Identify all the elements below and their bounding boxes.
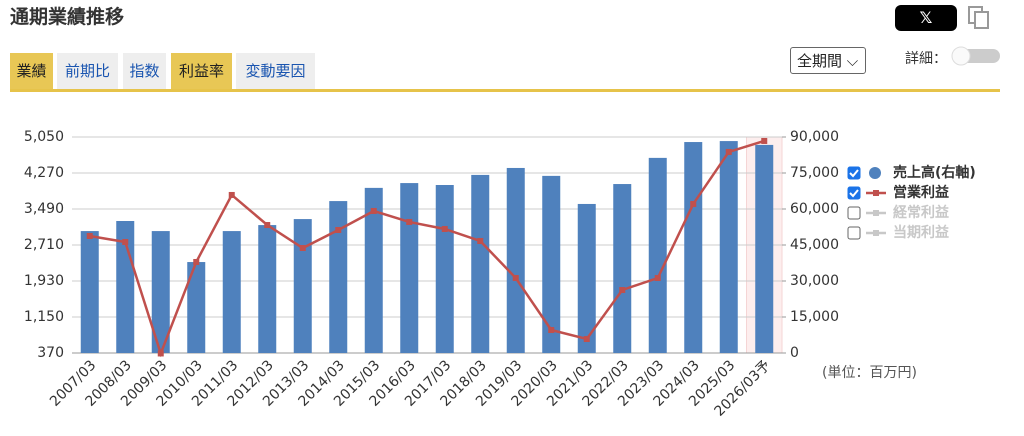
bar	[719, 141, 738, 353]
line-marker	[122, 239, 129, 245]
bar	[329, 201, 348, 353]
legend-checkbox[interactable]	[847, 166, 861, 180]
bar	[400, 183, 419, 353]
line-marker	[370, 207, 377, 214]
bar	[222, 231, 241, 353]
line-marker	[654, 275, 661, 281]
bar	[506, 167, 525, 353]
y-tick-label: 370	[37, 345, 64, 361]
line-marker	[157, 350, 164, 357]
line-marker	[725, 148, 732, 155]
line-marker	[583, 336, 590, 343]
bar	[293, 219, 312, 353]
y-tick-label: 3,490	[24, 201, 64, 217]
bar	[542, 175, 561, 353]
page-title: 通期業績推移	[10, 6, 125, 28]
line-marker	[406, 218, 413, 225]
legend-label: 営業利益	[893, 184, 949, 201]
line-marker	[86, 233, 93, 239]
y-tick-label: 1,930	[24, 273, 64, 289]
tab-underline	[10, 89, 1000, 92]
tab[interactable]: 業績	[10, 53, 53, 90]
y2-tick-label: 90,000	[790, 129, 839, 145]
line-marker	[619, 287, 626, 293]
tab[interactable]: 変動要因	[236, 53, 315, 90]
line-marker	[761, 137, 768, 144]
line	[89, 139, 765, 358]
legend-label: 経常利益	[893, 204, 949, 221]
line-marker	[441, 225, 448, 232]
y-tick-label: 2,710	[24, 237, 64, 253]
line-marker	[512, 275, 519, 281]
y2-tick-label: 45,000	[790, 237, 839, 253]
bar	[364, 187, 383, 353]
copy-icon[interactable]	[968, 6, 990, 30]
bar	[435, 185, 454, 353]
tab[interactable]: 指数	[123, 53, 166, 90]
detail-label: 詳細：	[905, 51, 947, 67]
legend-swatch-marker	[873, 230, 879, 236]
bar	[684, 142, 703, 353]
bar	[187, 262, 206, 353]
tab[interactable]: 前期比	[57, 53, 118, 90]
period-select[interactable]: 全期間 ⌵	[790, 47, 866, 74]
tab[interactable]: 利益率	[171, 53, 232, 90]
chart: 370 1,150 1,930 2,710 3,490 4,270 5,050 0 15,000…	[24, 129, 976, 420]
bar	[577, 203, 596, 353]
line-marker	[228, 191, 235, 198]
bar	[613, 184, 632, 353]
share-x-button[interactable]: 𝕏	[895, 5, 957, 31]
bar	[648, 157, 667, 353]
line-marker	[299, 245, 306, 251]
line-marker	[548, 327, 555, 334]
legend-checkbox[interactable]	[847, 226, 861, 240]
legend-checkbox[interactable]	[847, 186, 861, 200]
y-tick-label: 1,150	[24, 309, 64, 325]
y2-tick-label: 0	[790, 345, 799, 361]
legend-swatch	[869, 167, 881, 179]
y2-tick-label: 60,000	[790, 201, 839, 217]
period-label: 全期間	[797, 52, 843, 70]
bar	[471, 174, 490, 353]
y2-tick-label: 15,000	[790, 309, 839, 325]
y2-tick-label: 75,000	[790, 165, 839, 181]
legend-swatch-marker	[873, 190, 879, 196]
bar	[755, 144, 774, 353]
legend-check	[849, 189, 859, 198]
y-tick-label: 5,050	[24, 129, 64, 145]
bar	[151, 231, 170, 353]
line-marker	[193, 258, 200, 265]
bar	[80, 231, 99, 353]
legend-label: 売上高(右軸)	[893, 164, 976, 181]
line-marker	[477, 237, 484, 244]
y-tick-label: 4,270	[24, 165, 64, 181]
line-marker	[690, 200, 697, 207]
legend-checkbox[interactable]	[847, 206, 861, 220]
legend-check	[849, 169, 859, 178]
legend-label: 当期利益	[893, 224, 949, 241]
detail-toggle[interactable]	[950, 46, 1002, 66]
unit-note: (単位：百万円)	[822, 365, 917, 381]
line-marker	[335, 227, 342, 233]
bar	[258, 225, 277, 353]
legend-swatch-marker	[873, 210, 879, 216]
y2-tick-label: 30,000	[790, 273, 839, 289]
line-marker	[264, 222, 271, 229]
